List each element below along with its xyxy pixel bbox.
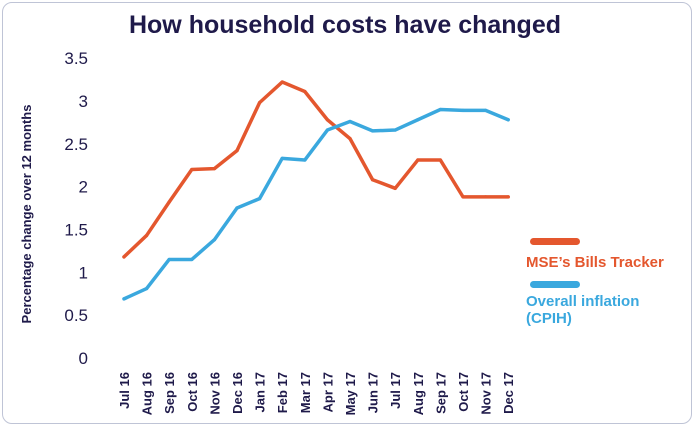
chart-frame xyxy=(2,2,692,424)
legend-label-overall-inflation: Overall inflation xyxy=(526,293,639,310)
data-point xyxy=(280,80,284,84)
y-tick-label: 2.5 xyxy=(64,135,88,154)
x-tick-label: Oct 17 xyxy=(456,372,471,412)
x-tick-label: Oct 16 xyxy=(185,372,200,412)
x-tick-label: Jul 17 xyxy=(388,372,403,409)
data-point xyxy=(303,89,307,94)
y-tick-label: 1.5 xyxy=(64,220,88,239)
data-point xyxy=(484,195,488,199)
legend: MSE’s Bills Tracker Overall inflation (C… xyxy=(526,238,664,327)
x-tick-label: Sep 17 xyxy=(433,372,448,414)
data-point xyxy=(461,108,465,112)
x-tick-label: Apr 17 xyxy=(320,372,335,412)
data-point xyxy=(393,128,397,132)
y-tick-label: 0.5 xyxy=(64,306,88,325)
data-point xyxy=(190,167,194,172)
data-point xyxy=(167,257,171,262)
x-tick-label: Jan 17 xyxy=(253,372,268,412)
legend-label-bills-tracker: MSE’s Bills Tracker xyxy=(526,254,664,271)
x-tick-label: Dec 17 xyxy=(501,372,516,414)
data-point xyxy=(122,255,126,259)
x-tick-label: Nov 16 xyxy=(207,372,222,415)
series-line-overall-inflation xyxy=(122,107,510,301)
data-point xyxy=(212,238,216,242)
x-tick-label: Feb 17 xyxy=(275,372,290,413)
data-point xyxy=(145,233,149,238)
data-point xyxy=(258,101,262,105)
legend-swatch-bills-tracker xyxy=(530,238,580,245)
data-point xyxy=(280,156,284,160)
data-point xyxy=(371,129,375,133)
data-point xyxy=(167,200,171,204)
y-tick-label: 0 xyxy=(79,349,88,368)
data-point xyxy=(371,178,375,182)
data-point xyxy=(258,196,262,201)
data-point xyxy=(190,257,194,262)
data-point xyxy=(325,128,329,132)
x-tick-label: Jul 16 xyxy=(117,372,132,409)
x-tick-label: Dec 16 xyxy=(230,372,245,414)
x-tick-label: Jun 17 xyxy=(366,372,381,413)
data-point xyxy=(235,206,239,210)
data-point xyxy=(303,158,307,162)
data-point xyxy=(393,186,397,190)
x-tick-label: Aug 16 xyxy=(140,372,155,415)
data-point xyxy=(438,107,442,112)
chart-title: How household costs have changed xyxy=(129,11,561,39)
data-point xyxy=(506,118,510,122)
y-tick-label: 3 xyxy=(79,92,88,111)
x-tick-label: Sep 16 xyxy=(162,372,177,414)
data-point xyxy=(235,149,239,153)
x-tick-label: Mar 17 xyxy=(298,372,313,413)
x-tick-label: May 17 xyxy=(343,372,358,415)
y-axis-ticks: 0 0.5 1 1.5 2 2.5 3 3.5 xyxy=(64,49,88,368)
data-point xyxy=(416,118,420,122)
y-axis-label: Percentage change over 12 months xyxy=(19,105,34,324)
x-axis-ticks: Jul 16 Aug 16 Sep 16 Oct 16 Nov 16 Dec 16 Jan … xyxy=(117,372,516,415)
data-point xyxy=(212,167,216,171)
data-point xyxy=(438,158,442,162)
data-point xyxy=(122,297,126,301)
data-point xyxy=(348,119,352,124)
y-tick-label: 2 xyxy=(79,178,88,197)
data-point xyxy=(145,286,149,291)
y-tick-label: 1 xyxy=(79,263,88,282)
data-point xyxy=(348,137,352,141)
data-point xyxy=(484,108,488,112)
data-point xyxy=(461,195,465,199)
legend-swatch-overall-inflation xyxy=(530,281,580,288)
data-point xyxy=(325,118,329,122)
data-point xyxy=(416,158,420,162)
series-lines xyxy=(122,80,510,301)
y-tick-label: 3.5 xyxy=(64,49,88,68)
series-line-bills-tracker xyxy=(122,80,510,259)
data-point xyxy=(506,195,510,199)
legend-label-cpih: (CPIH) xyxy=(526,310,572,327)
x-tick-label: Aug 17 xyxy=(411,372,426,415)
x-tick-label: Nov 17 xyxy=(479,372,494,415)
